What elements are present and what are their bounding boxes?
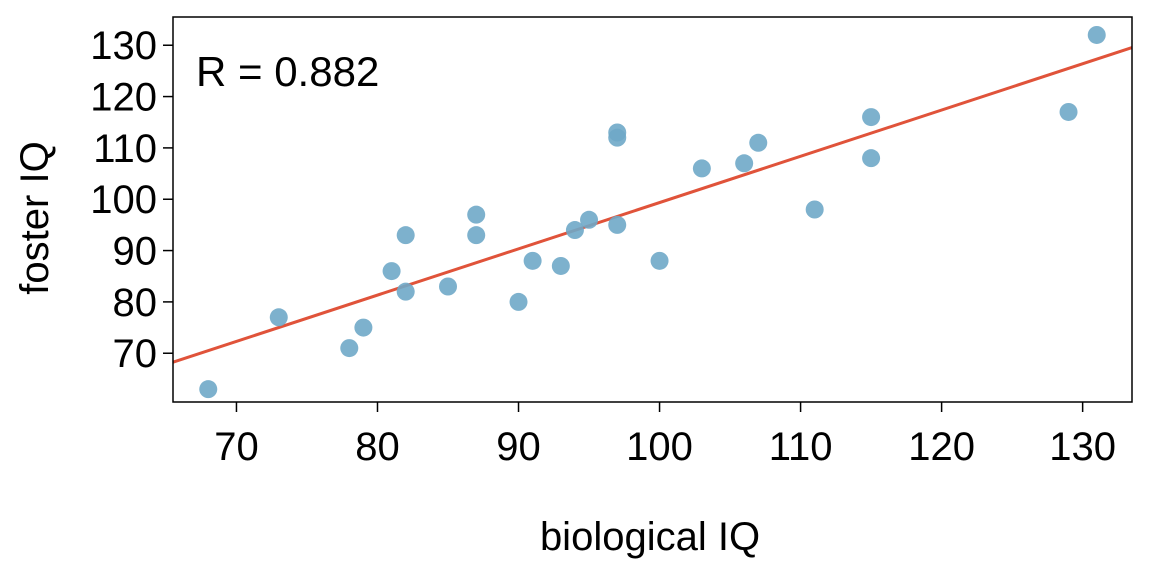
data-point [862,108,881,127]
data-point [509,292,528,311]
data-point [580,210,599,229]
x-tick-label: 90 [496,425,541,469]
data-point [1059,102,1078,121]
data-point [551,256,570,275]
data-point [396,282,415,301]
data-point [692,159,711,178]
data-point [199,380,218,399]
x-tick-label: 120 [908,425,975,469]
data-point [565,221,584,240]
data-point [608,215,627,234]
y-tick-label: 120 [90,76,157,120]
data-point [749,133,768,152]
x-tick-label: 70 [214,425,259,469]
points-layer [199,25,1106,399]
correlation-annotation: R = 0.882 [196,48,379,95]
regression-line-layer [172,46,1133,364]
y-tick-label: 100 [90,178,157,222]
data-point [269,308,288,327]
plot-frame [172,16,1133,403]
data-point [382,262,401,281]
data-point [396,226,415,245]
data-point [608,123,627,142]
x-tick-label: 130 [1049,425,1116,469]
y-tick-label: 110 [93,127,157,171]
x-tick-label: 80 [355,425,400,469]
x-tick-label: 110 [769,425,833,469]
data-point [735,154,754,173]
data-point [650,251,669,270]
y-tick-label: 80 [113,281,158,325]
data-point [523,251,542,270]
data-point [439,277,458,296]
data-point [862,149,881,168]
data-point [340,339,359,358]
data-point [805,200,824,219]
data-point [467,226,486,245]
y-tick-label: 130 [90,24,157,68]
data-point [354,318,373,337]
axes: 70 80 90 100 110 120 130 70 80 90 100 110 120 130 [90,24,1116,469]
data-point [1087,25,1106,44]
regression-line [172,46,1133,364]
y-tick-label: 90 [113,230,158,274]
x-axis-title: biological IQ [540,515,760,559]
data-point [467,205,486,224]
x-tick-label: 100 [626,425,693,469]
y-tick-label: 70 [113,332,158,376]
y-axis-title: foster IQ [13,141,57,294]
